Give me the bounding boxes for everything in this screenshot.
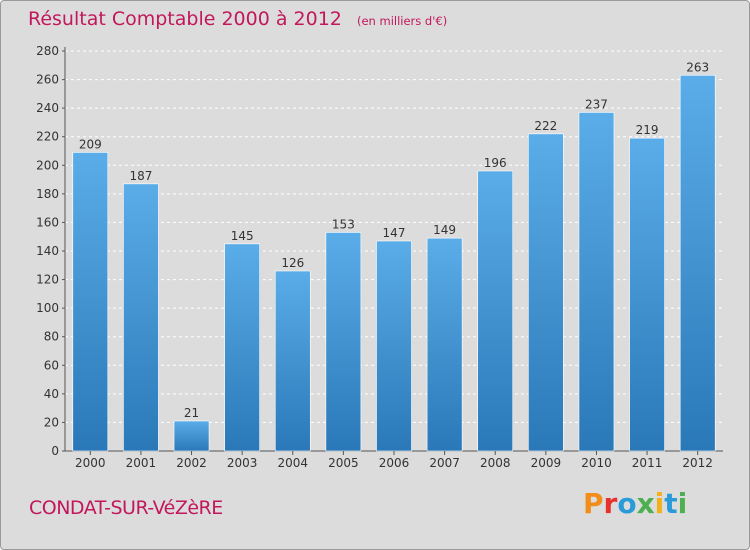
bar (629, 137, 665, 452)
commune-name: CONDAT-SUR-VéZèRE (29, 497, 223, 519)
x-tick-label: 2003 (227, 456, 258, 470)
brand-letter: t (664, 487, 678, 520)
x-tick-label: 2006 (379, 456, 410, 470)
x-tick-label: 2001 (126, 456, 157, 470)
y-tick-label: 60 (44, 358, 59, 372)
y-tick-label: 140 (36, 244, 59, 258)
bar (528, 133, 564, 452)
data-label: 153 (332, 217, 355, 231)
y-tick-label: 220 (36, 130, 59, 144)
data-label: 237 (585, 97, 608, 111)
data-label: 126 (281, 256, 304, 270)
data-label: 187 (129, 169, 152, 183)
x-tick-label: 2005 (328, 456, 359, 470)
bar (376, 240, 412, 452)
x-tick-label: 2007 (429, 456, 460, 470)
bar (123, 183, 159, 452)
bar (173, 420, 210, 452)
bar (325, 232, 362, 452)
bar (426, 237, 463, 452)
brand-letter: P (583, 487, 604, 520)
proxiti-logo[interactable]: Proxiti (583, 487, 687, 520)
x-tick-label: 2009 (531, 456, 562, 470)
y-tick-label: 160 (36, 215, 59, 229)
data-label: 145 (231, 229, 254, 243)
data-label: 263 (686, 60, 709, 74)
brand-letter: o (617, 487, 637, 520)
y-tick-label: 200 (36, 158, 59, 172)
y-tick-label: 280 (36, 44, 59, 58)
x-tick-label: 2008 (480, 456, 511, 470)
x-tick-label: 2011 (632, 456, 663, 470)
y-tick-label: 120 (36, 273, 59, 287)
x-tick-label: 2000 (75, 456, 106, 470)
bar (679, 74, 716, 452)
y-tick-label: 40 (44, 387, 59, 401)
data-label: 219 (636, 123, 659, 137)
data-label: 149 (433, 223, 456, 237)
y-tick-label: 0 (51, 444, 59, 458)
y-tick-label: 100 (36, 301, 59, 315)
chart-subtitle: (en milliers d'€) (356, 14, 448, 28)
x-tick-label: 2012 (682, 456, 713, 470)
data-label: 196 (484, 156, 507, 170)
data-label: 209 (79, 137, 102, 151)
brand-letter: i (654, 487, 665, 520)
bar (224, 243, 260, 452)
brand-letter: i (677, 487, 688, 520)
y-tick-label: 80 (44, 330, 59, 344)
data-label: 147 (383, 226, 406, 240)
y-tick-label: 180 (36, 187, 59, 201)
data-label: 222 (534, 119, 557, 133)
bar (477, 170, 514, 452)
chart-title: Résultat Comptable 2000 à 2012 (28, 8, 342, 30)
bar (72, 152, 109, 452)
x-tick-label: 2010 (581, 456, 612, 470)
y-tick-label: 20 (44, 415, 59, 429)
brand-letter: r (603, 487, 618, 520)
y-tick-label: 260 (36, 73, 59, 87)
brand-letter: x (636, 487, 655, 520)
x-tick-label: 2004 (277, 456, 308, 470)
y-tick-label: 240 (36, 101, 59, 115)
x-tick-label: 2002 (176, 456, 207, 470)
title-row: Résultat Comptable 2000 à 2012 (en milli… (28, 8, 447, 30)
bar (274, 270, 311, 452)
bar (578, 112, 615, 452)
data-label: 21 (184, 406, 199, 420)
